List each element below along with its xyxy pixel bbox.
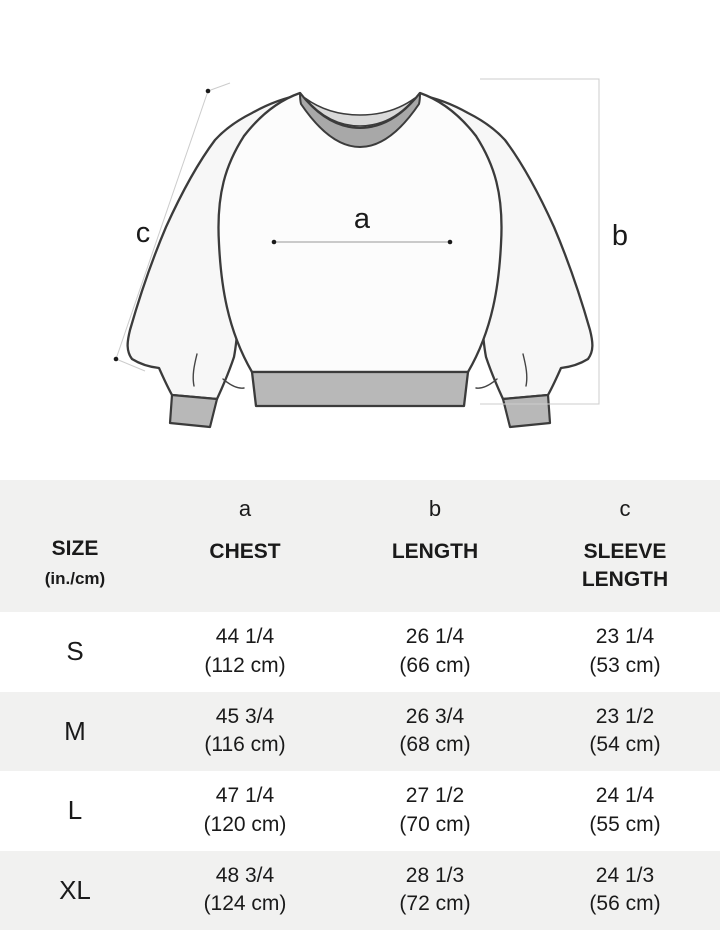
- svg-text:b: b: [612, 220, 628, 252]
- svg-text:a: a: [354, 203, 371, 235]
- svg-text:c: c: [136, 217, 151, 249]
